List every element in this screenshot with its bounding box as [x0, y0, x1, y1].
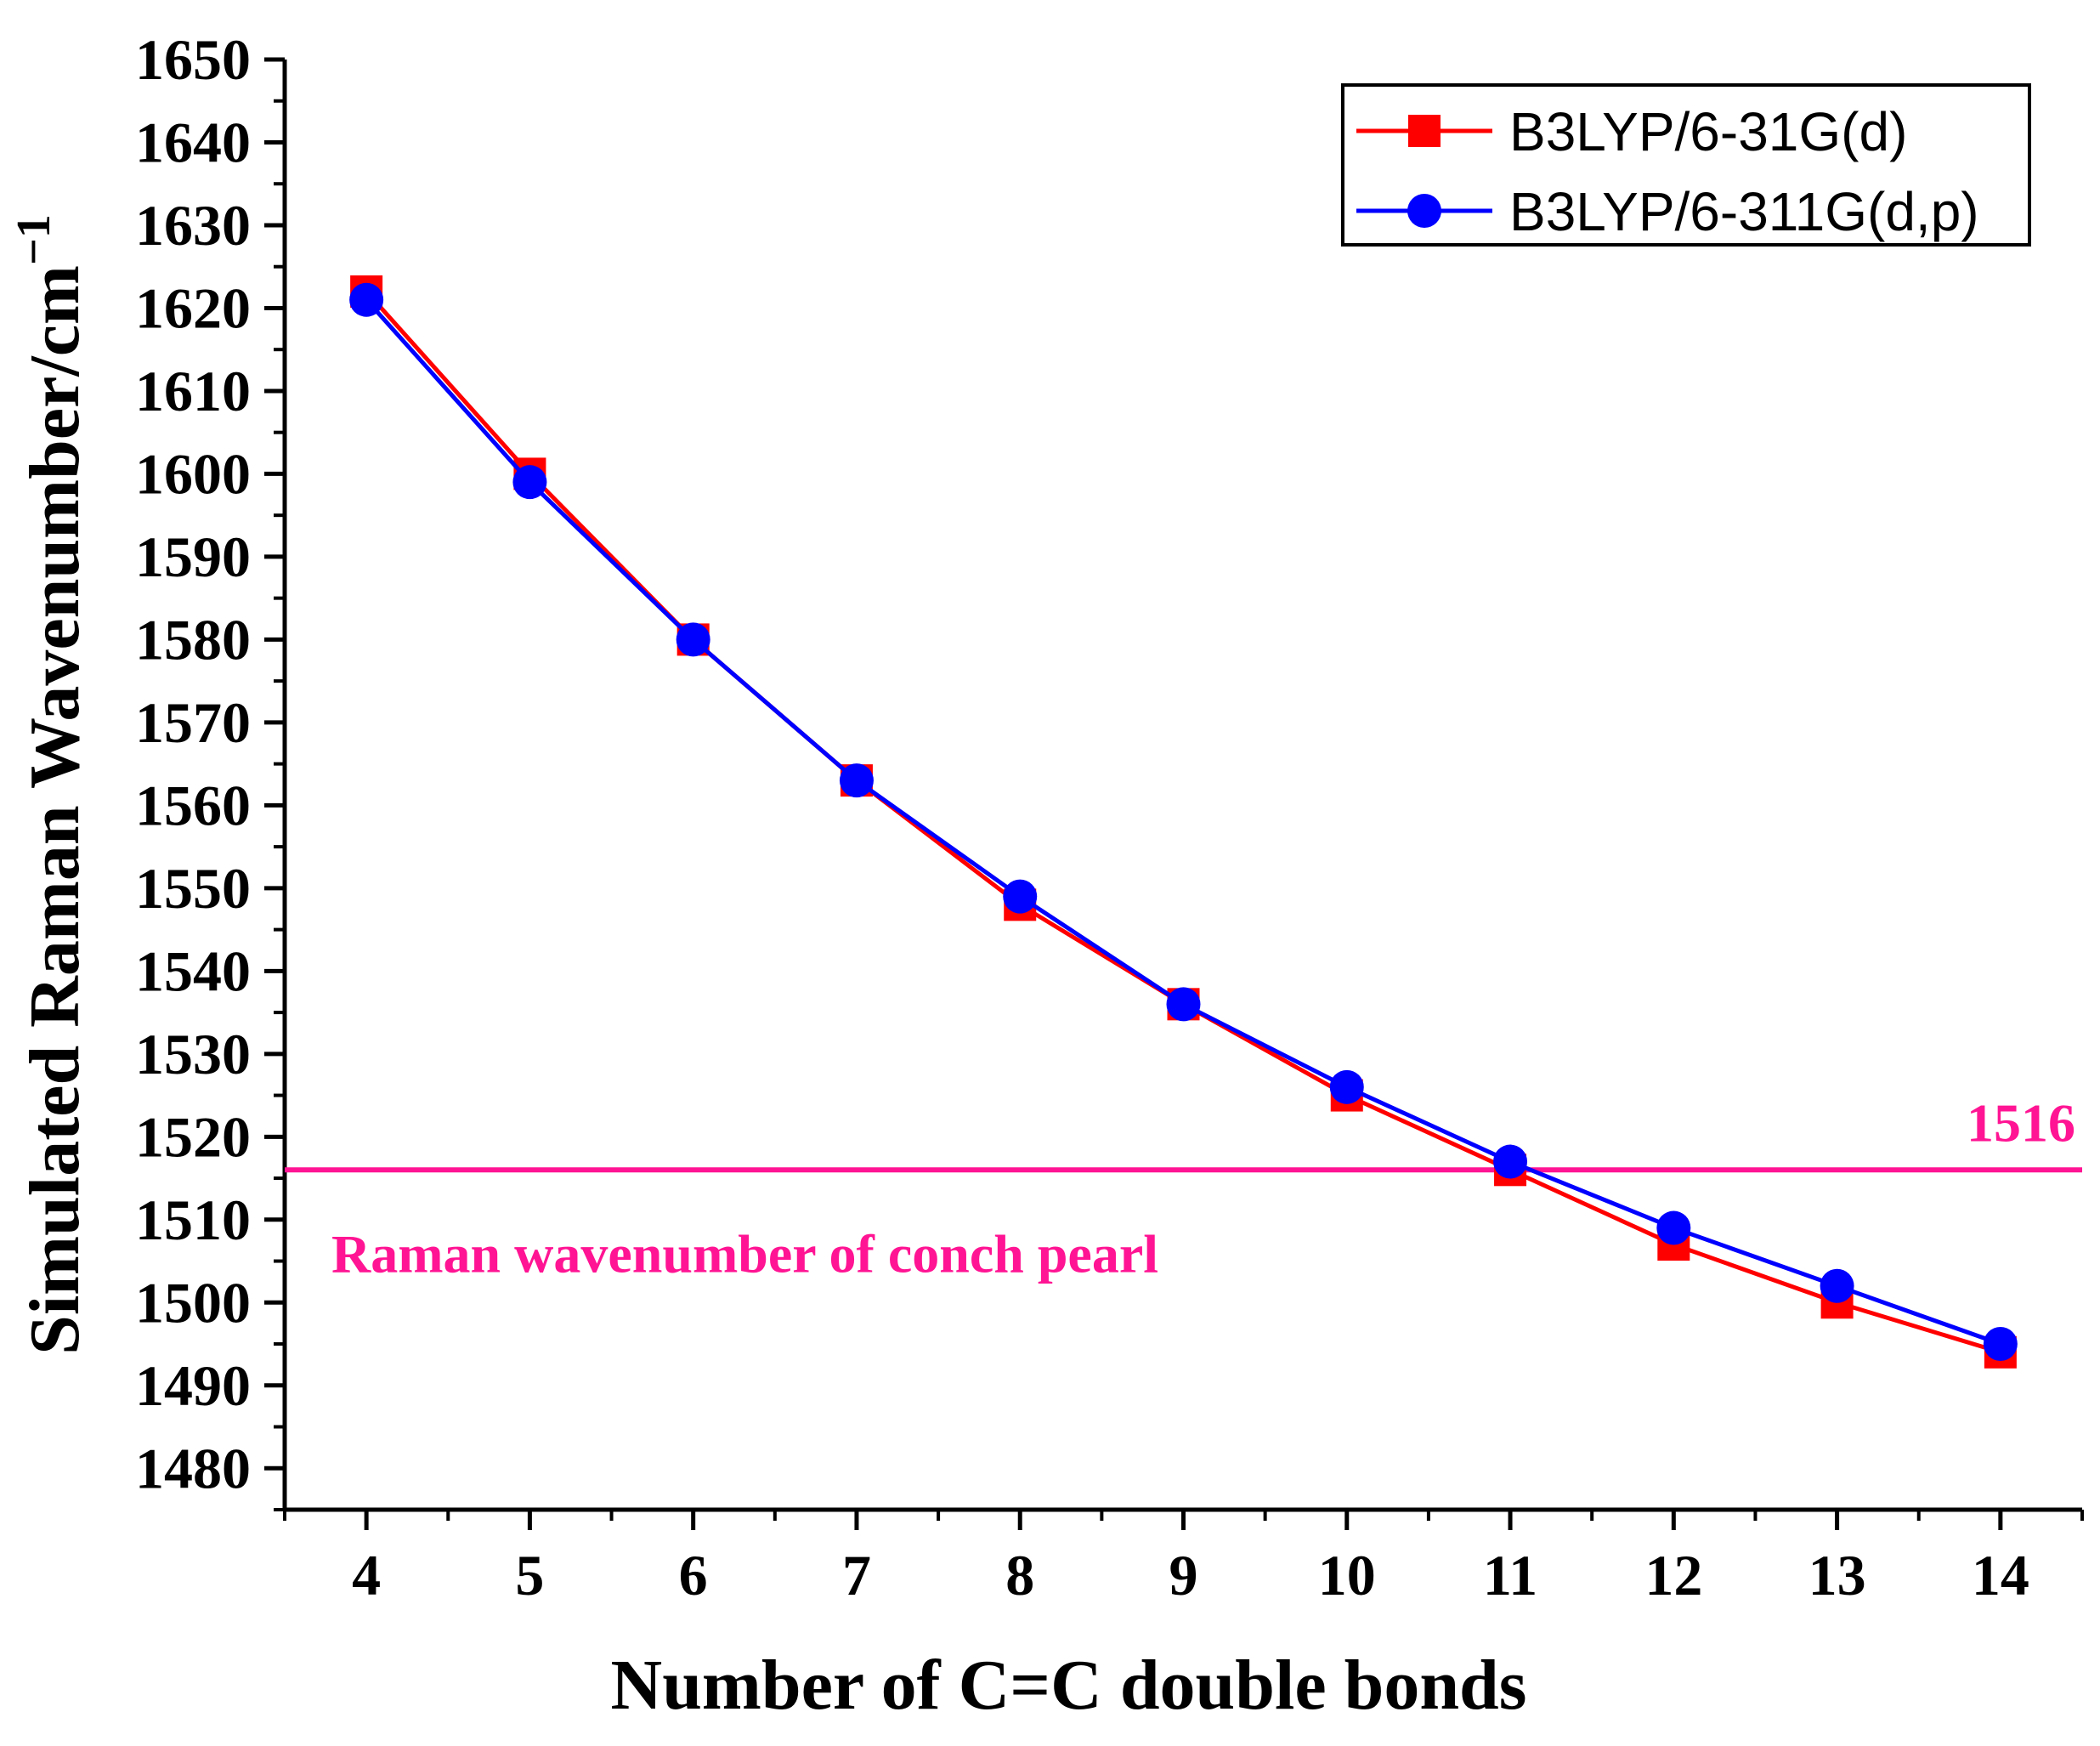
data-point-circle: [512, 465, 547, 500]
series-line: [365, 298, 2001, 1346]
y-tick-label: 1590: [135, 524, 251, 589]
data-point-circle: [1003, 879, 1038, 914]
plot-frame: 1480 1490 1500 1510 1520 1530 1540 1550 1560 1570…: [135, 27, 2084, 1607]
y-tick-label: 1540: [135, 938, 251, 1003]
data-point-circle: [839, 763, 874, 798]
y-tick-label: 1500: [135, 1270, 251, 1335]
y-tick-label: 1650: [135, 27, 251, 92]
x-tick-label: 9: [1169, 1543, 1198, 1607]
y-tick-label: 1480: [135, 1436, 251, 1500]
x-axis-title: Number of C=C double bonds: [611, 1646, 1527, 1725]
y-tick-label: 1630: [135, 193, 251, 258]
y-tick-label: 1620: [135, 275, 251, 340]
y-tick-label: 1520: [135, 1104, 251, 1169]
axis-labels: Number of C=C double bonds Simulated Rama…: [8, 214, 1526, 1725]
legend-label: B3LYP/6-31G(d): [1509, 101, 1907, 162]
reference-value-label: 1516: [1967, 1092, 2075, 1153]
y-axis-title-text: Simulated Raman Wavenumber/cm: [15, 265, 94, 1355]
x-tick-label: 12: [1644, 1543, 1702, 1607]
y-tick-label: 1490: [135, 1353, 251, 1418]
data-point-circle: [1983, 1327, 2018, 1362]
x-tick-label: 11: [1483, 1543, 1537, 1607]
series-layer: [349, 275, 2018, 1369]
legend-item-1: B3LYP/6-31G(d): [1356, 101, 1907, 162]
series-line: [365, 290, 2001, 1355]
y-tick-label: 1610: [135, 359, 251, 423]
legend-item-2: B3LYP/6-311G(d,p): [1356, 181, 1979, 242]
legend-marker-circle: [1407, 194, 1441, 228]
x-tick-label: 14: [1972, 1543, 2029, 1607]
x-tick-label: 7: [842, 1543, 871, 1607]
x-tick-label: 5: [515, 1543, 544, 1607]
y-tick-label: 1600: [135, 441, 251, 506]
reference-line-label: Raman wavenumber of conch pearl: [331, 1223, 1158, 1284]
legend: B3LYP/6-31G(d) B3LYP/6-311G(d,p): [1341, 83, 2031, 247]
x-tick-label: 13: [1808, 1543, 1866, 1607]
y-tick-label: 1570: [135, 690, 251, 755]
y-axis-title: Simulated Raman Wavenumber/cm−1: [8, 214, 94, 1355]
legend-label: B3LYP/6-311G(d,p): [1509, 181, 1979, 242]
series-2: [349, 282, 2018, 1362]
legend-marker-square: [1408, 115, 1441, 147]
y-axis-title-superscript: −1: [8, 214, 60, 265]
y-tick-label: 1530: [135, 1022, 251, 1086]
data-point-circle: [676, 622, 710, 657]
data-point-circle: [1820, 1268, 1854, 1303]
x-tick-label: 4: [352, 1543, 381, 1607]
y-tick-label: 1640: [135, 110, 251, 174]
reference-layer: 1516 Raman wavenumber of conch pearl: [285, 1092, 2082, 1284]
legend-box: [1341, 83, 2031, 247]
series-1: [350, 275, 2017, 1369]
data-point-circle: [1329, 1069, 1364, 1104]
y-tick-label: 1510: [135, 1188, 251, 1252]
data-point-circle: [1656, 1210, 1691, 1245]
y-tick-label: 1550: [135, 856, 251, 921]
y-tick-label: 1580: [135, 607, 251, 672]
x-tick-label: 6: [679, 1543, 708, 1607]
y-tick-label: 1560: [135, 773, 251, 837]
data-point-circle: [1166, 987, 1201, 1022]
data-point-circle: [1493, 1144, 1528, 1179]
data-point-circle: [349, 282, 384, 317]
x-tick-label: 8: [1005, 1543, 1034, 1607]
x-tick-label: 10: [1318, 1543, 1376, 1607]
